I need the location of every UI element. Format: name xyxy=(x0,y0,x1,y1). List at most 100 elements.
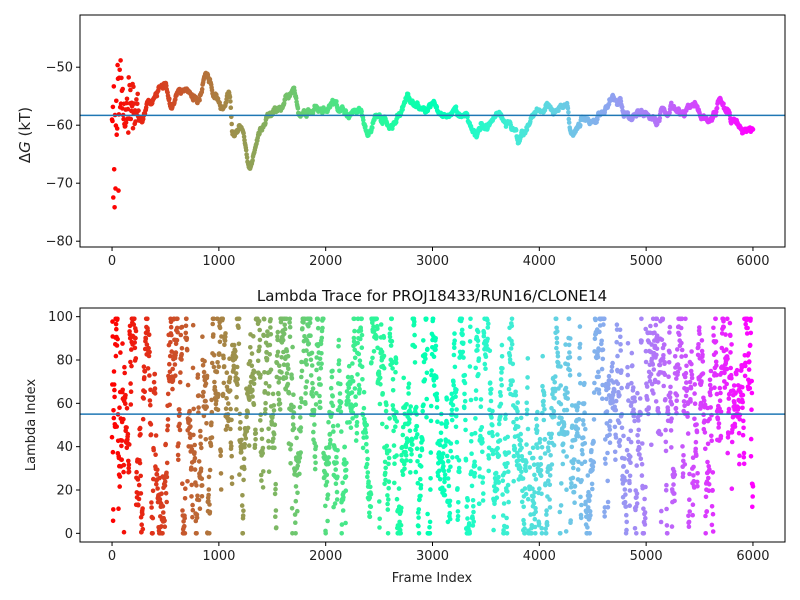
lambda-point xyxy=(229,453,234,459)
lambda-point xyxy=(617,443,622,449)
lambda-point xyxy=(378,382,383,387)
lambda-point xyxy=(272,445,277,451)
lambda-point xyxy=(113,353,119,359)
delta-g-point xyxy=(115,62,120,68)
lambda-point xyxy=(480,449,485,455)
lambda-point xyxy=(145,316,150,322)
lambda-point xyxy=(190,514,195,520)
lambda-point xyxy=(113,321,119,327)
delta-g-point xyxy=(229,121,234,127)
x-tick-label: 6000 xyxy=(736,254,769,269)
lambda-point xyxy=(745,325,750,331)
lambda-point xyxy=(661,383,666,389)
lambda-point xyxy=(581,401,587,406)
lambda-point xyxy=(588,512,593,518)
lambda-point xyxy=(358,328,364,333)
lambda-point xyxy=(486,468,492,474)
lambda-point xyxy=(481,330,487,336)
lambda-point xyxy=(148,432,154,437)
lambda-point xyxy=(643,515,648,521)
lambda-point xyxy=(418,483,424,488)
lambda-point xyxy=(723,332,728,337)
lambda-point xyxy=(295,463,301,469)
lambda-point xyxy=(313,402,319,407)
lambda-point xyxy=(578,515,584,521)
lambda-point xyxy=(368,491,374,497)
lambda-point xyxy=(218,487,224,492)
lambda-point xyxy=(729,486,735,492)
lambda-point xyxy=(260,445,266,451)
lambda-point xyxy=(572,457,577,463)
lambda-point xyxy=(172,362,178,367)
lambda-point xyxy=(148,422,154,427)
lambda-point xyxy=(700,352,705,358)
lambda-point xyxy=(749,390,755,396)
lambda-point xyxy=(385,507,391,512)
lambda-point xyxy=(632,398,638,404)
lambda-point xyxy=(408,470,413,475)
lambda-point xyxy=(459,327,465,333)
delta-g-point xyxy=(606,102,612,107)
y-tick-label: 100 xyxy=(48,310,73,325)
lambda-point xyxy=(298,415,303,420)
lambda-point xyxy=(364,441,369,447)
lambda-point xyxy=(475,329,481,335)
lambda-point xyxy=(243,436,249,441)
lambda-point xyxy=(664,482,669,488)
lambda-point xyxy=(290,422,296,427)
lambda-point xyxy=(697,325,702,330)
lambda-point xyxy=(737,461,742,467)
lambda-point xyxy=(472,459,477,465)
lambda-point xyxy=(564,487,569,493)
lambda-point xyxy=(694,429,700,435)
lambda-point xyxy=(695,471,700,476)
lambda-point xyxy=(117,484,122,489)
lambda-point xyxy=(691,464,696,470)
lambda-point xyxy=(561,449,566,454)
y-tick-label: 40 xyxy=(56,440,73,455)
lambda-point xyxy=(221,355,226,361)
lambda-point xyxy=(287,334,293,340)
lambda-point xyxy=(428,487,433,492)
delta-g-point xyxy=(111,195,116,200)
lambda-point xyxy=(580,451,585,457)
lambda-point xyxy=(196,459,202,464)
lambda-point xyxy=(509,323,515,329)
lambda-point xyxy=(523,468,529,474)
lambda-point xyxy=(664,523,670,528)
lambda-point xyxy=(198,441,203,447)
lambda-point xyxy=(531,494,536,499)
lambda-point xyxy=(140,506,145,511)
lambda-point xyxy=(716,425,721,430)
delta-g-point xyxy=(566,116,572,122)
lambda-point xyxy=(288,447,293,452)
lambda-point xyxy=(514,416,519,422)
lambda-point xyxy=(635,433,640,438)
lambda-point xyxy=(229,443,234,449)
lambda-point xyxy=(409,437,415,443)
delta-g-point xyxy=(199,86,205,92)
lambda-point xyxy=(365,474,370,480)
lambda-point xyxy=(308,357,314,363)
lambda-point xyxy=(335,448,340,453)
lambda-point xyxy=(717,385,723,391)
lambda-point xyxy=(471,519,477,524)
lambda-point xyxy=(541,398,546,404)
lambda-point xyxy=(606,373,612,379)
lambda-point xyxy=(653,322,659,328)
lambda-point xyxy=(612,449,618,455)
lambda-point xyxy=(266,426,271,432)
lambda-point xyxy=(591,460,597,465)
lambda-point xyxy=(525,375,530,380)
lambda-point xyxy=(607,440,613,446)
lambda-point xyxy=(183,486,188,492)
lambda-point xyxy=(359,364,365,370)
lambda-point xyxy=(709,433,714,439)
lambda-point xyxy=(524,407,530,413)
delta-g-point xyxy=(750,127,756,132)
lambda-point xyxy=(234,394,239,400)
lambda-point xyxy=(560,441,566,447)
lambda-point xyxy=(407,417,412,422)
lambda-point xyxy=(151,447,156,453)
lambda-point xyxy=(703,494,709,500)
